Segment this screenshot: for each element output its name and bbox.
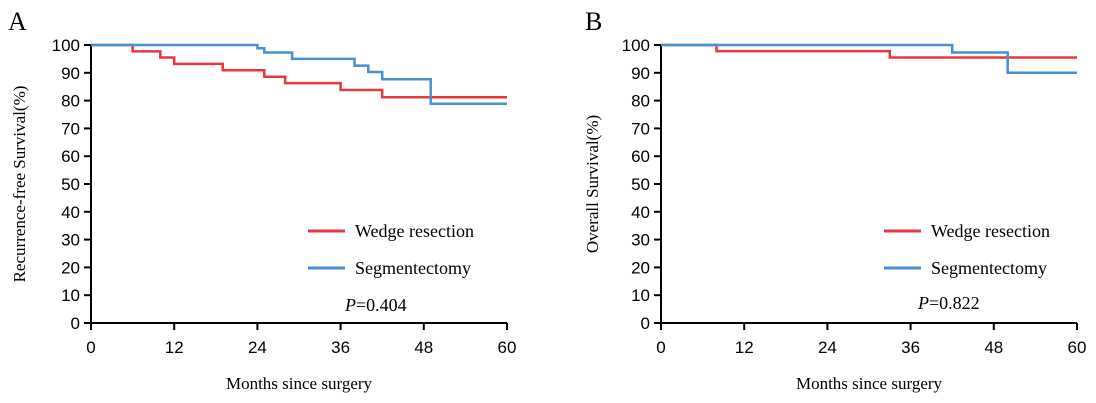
y-tick-label-a: 60 xyxy=(61,147,80,166)
series-line-segment-b xyxy=(661,43,1077,75)
y-tick-label-b: 0 xyxy=(641,314,650,333)
y-tick-label-a: 30 xyxy=(61,231,80,250)
y-tick-label-a: 10 xyxy=(61,286,80,305)
x-tick-label-a: 0 xyxy=(86,338,95,357)
y-tick-label-b: 100 xyxy=(622,36,650,55)
x-tick-label-a: 12 xyxy=(165,338,184,357)
y-tick-label-b: 10 xyxy=(631,286,650,305)
y-axis-label-b: Overall Survival(%) xyxy=(583,115,602,253)
x-tick-label-b: 48 xyxy=(984,338,1003,357)
legend-label-wedge-a: Wedge resection xyxy=(355,221,474,241)
x-tick-label-a: 24 xyxy=(248,338,267,357)
x-tick-label-a: 48 xyxy=(414,338,433,357)
y-tick-label-a: 0 xyxy=(71,314,80,333)
x-tick-label-b: 60 xyxy=(1068,338,1087,357)
x-axis-label-a: Months since surgery xyxy=(226,374,373,393)
x-axis-label-b: Months since surgery xyxy=(796,374,943,393)
series-line-wedge-a xyxy=(91,43,507,99)
y-tick-label-b: 30 xyxy=(631,231,650,250)
y-tick-label-b: 40 xyxy=(631,203,650,222)
legend-label-wedge-b: Wedge resection xyxy=(931,221,1050,241)
legend-label-segment-b: Segmentectomy xyxy=(931,258,1047,278)
y-tick-label-b: 20 xyxy=(631,258,650,277)
plot-area-b: 0 10 20 30 40 50 60 70 80 90 100 0 12 24 36 48 60 xyxy=(622,36,1087,357)
y-tick-label-b: 50 xyxy=(631,175,650,194)
series-line-wedge-b xyxy=(661,43,1077,59)
x-tick-label-a: 36 xyxy=(331,338,350,357)
legend-label-segment-a: Segmentectomy xyxy=(355,258,471,278)
panel-a: A 0 10 20 30 40 50 60 70 80 90 100 0 12 24 36 48 60 Recu… xyxy=(8,7,516,393)
p-value-b: P=0.822 xyxy=(917,293,980,313)
y-tick-label-b: 60 xyxy=(631,147,650,166)
legend-b: Wedge resection Segmentectomy xyxy=(884,221,1050,278)
y-tick-label-a: 40 xyxy=(61,203,80,222)
y-tick-label-a: 90 xyxy=(61,64,80,83)
x-tick-label-a: 60 xyxy=(498,338,517,357)
legend-a: Wedge resection Segmentectomy xyxy=(308,221,474,278)
x-tick-label-b: 24 xyxy=(818,338,837,357)
y-tick-label-a: 80 xyxy=(61,92,80,111)
y-tick-label-a: 70 xyxy=(61,119,80,138)
y-tick-label-a: 100 xyxy=(52,36,80,55)
panel-letter-a: A xyxy=(8,7,27,36)
y-tick-label-b: 70 xyxy=(631,119,650,138)
plot-area-a: 0 10 20 30 40 50 60 70 80 90 100 0 12 24 36 48 60 xyxy=(52,36,517,357)
x-tick-label-b: 12 xyxy=(735,338,754,357)
panel-letter-b: B xyxy=(585,7,602,36)
series-line-segment-a xyxy=(91,43,507,105)
panel-b: B 0 10 20 30 40 50 60 70 80 90 100 0 12 24 36 48 60 Over… xyxy=(583,7,1086,393)
y-tick-label-b: 90 xyxy=(631,64,650,83)
y-tick-label-a: 50 xyxy=(61,175,80,194)
x-tick-label-b: 36 xyxy=(901,338,920,357)
y-tick-label-b: 80 xyxy=(631,92,650,111)
y-tick-label-a: 20 xyxy=(61,258,80,277)
p-value-a: P=0.404 xyxy=(344,295,407,315)
x-tick-label-b: 0 xyxy=(656,338,665,357)
y-axis-label-a: Recurrence-free Survival(%) xyxy=(10,86,29,283)
